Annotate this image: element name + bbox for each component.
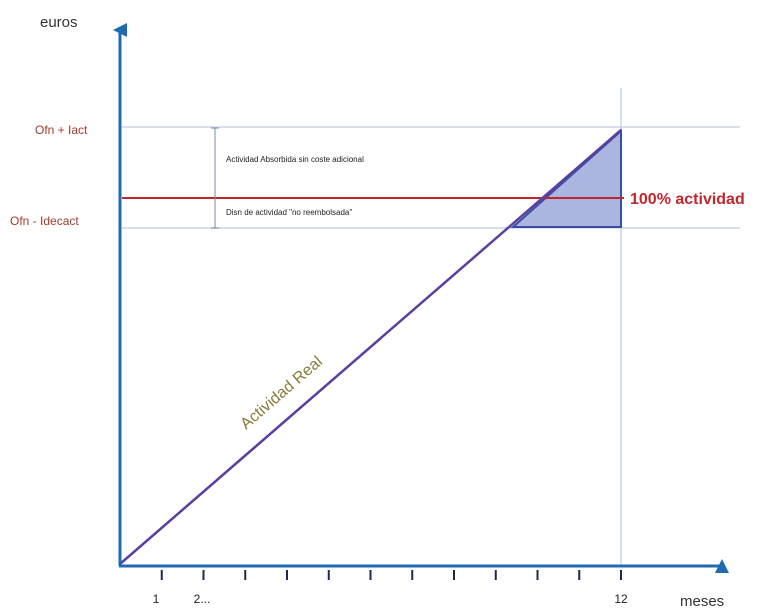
x-axis-label: meses: [680, 593, 724, 610]
activity-real-line: [119, 129, 622, 565]
bracket-upper-text: Actividad Absorbida sin coste adicional: [226, 155, 364, 164]
x-axis-ticks: [160, 570, 622, 580]
bracket-lower-text: Disn de actividad "no reembolsada": [226, 208, 352, 217]
x-tick-label-12: 12: [614, 592, 628, 606]
activity-line-label: Actividad Real: [237, 353, 325, 433]
reference-line-label: 100% actividad: [630, 191, 745, 208]
x-tick-label-1: 1: [153, 592, 160, 606]
level-label-lower: Ofn - Idecact: [10, 214, 79, 228]
level-label-upper: Ofn + Iact: [35, 123, 88, 137]
x-tick-label-2: 2...: [194, 592, 211, 606]
y-axis-label: euros: [40, 14, 78, 31]
